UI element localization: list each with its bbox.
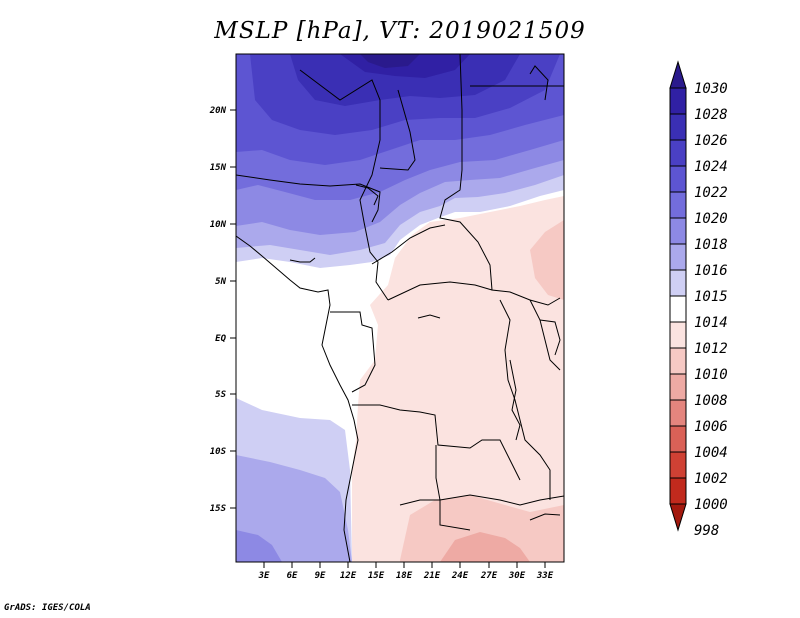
pressure-band-1010-east	[530, 220, 564, 300]
latitude-axis: 20N 15N 10N 5N EQ 5S 10S 15S	[209, 106, 236, 514]
colorbar-swatch	[669, 269, 687, 297]
pressure-band-1026	[290, 54, 520, 106]
colorbar-swatch	[669, 165, 687, 193]
colorbar-label: 998	[694, 523, 719, 539]
map-frame	[235, 53, 565, 563]
colorbar: 1030 1028 1026 1024 1022 1020 1018 1016 1015 1014…	[669, 60, 728, 539]
colorbar-swatch	[669, 191, 687, 219]
colorbar-top-arrow	[669, 60, 687, 89]
longitude-axis: 3E 6E 9E 12E 15E 18E 21E 24E 27E 30E 33E	[258, 562, 554, 581]
colorbar-swatch	[669, 295, 687, 323]
lat-tick-label: 10N	[210, 220, 227, 230]
colorbar-label: 1010	[694, 367, 728, 383]
colorbar-label: 1026	[694, 133, 728, 149]
colorbar-label: 1012	[694, 341, 728, 357]
lat-tick-label: 5S	[215, 390, 226, 400]
colorbar-bottom-arrow	[669, 503, 687, 532]
lat-tick-label: 5N	[215, 277, 226, 287]
colorbar-swatch	[669, 399, 687, 427]
colorbar-label: 1014	[694, 315, 728, 331]
colorbar-swatch	[669, 373, 687, 401]
lon-tick-label: 15E	[368, 571, 385, 581]
lat-tick-label: 20N	[209, 106, 227, 116]
lon-tick-label: 6E	[287, 571, 298, 581]
colorbar-swatch	[669, 425, 687, 453]
lon-tick-label: 21E	[423, 571, 441, 581]
pressure-band-sw-1016	[236, 455, 352, 562]
country-borders	[236, 54, 564, 562]
pressure-band-1012	[352, 196, 564, 562]
pressure-band-1030	[360, 54, 420, 68]
lon-tick-label: 9E	[315, 571, 326, 581]
lon-tick-label: 18E	[396, 571, 413, 581]
colorbar-swatch	[669, 217, 687, 245]
colorbar-swatch	[669, 87, 687, 115]
pressure-field	[236, 54, 564, 562]
colorbar-label: 1002	[694, 471, 728, 487]
colorbar-swatch	[669, 321, 687, 349]
colorbar-label: 1030	[694, 81, 728, 97]
pressure-band-1008	[440, 532, 530, 562]
pressure-band-sw-1018	[236, 530, 282, 562]
colorbar-swatch	[669, 477, 687, 505]
colorbar-label: 1000	[694, 497, 728, 513]
lat-tick-label: 15S	[210, 504, 227, 514]
lat-tick-label: 10S	[210, 447, 227, 457]
colorbar-swatch	[669, 139, 687, 167]
colorbar-swatch	[669, 347, 687, 375]
colorbar-label: 1024	[694, 159, 728, 175]
colorbar-swatch	[669, 451, 687, 479]
colorbar-label: 1006	[694, 419, 728, 435]
credit-label: GrADS: IGES/COLA	[4, 603, 91, 613]
colorbar-label: 1028	[694, 107, 728, 123]
map-title: MSLP [hPa], VT: 2019021509	[214, 18, 586, 44]
colorbar-label: 1016	[694, 263, 728, 279]
pressure-band-1010-south	[400, 495, 564, 562]
lat-tick-label: 15N	[210, 163, 227, 173]
colorbar-label: 1008	[694, 393, 728, 409]
colorbar-swatch	[669, 113, 687, 141]
lon-tick-label: 30E	[508, 571, 526, 581]
colorbar-label: 1020	[694, 211, 728, 227]
lon-tick-label: 3E	[258, 571, 270, 581]
lon-tick-label: 33E	[536, 571, 554, 581]
lon-tick-label: 12E	[340, 571, 357, 581]
lat-tick-label: EQ	[215, 334, 226, 344]
colorbar-swatch	[669, 243, 687, 271]
colorbar-label: 1022	[694, 185, 728, 201]
lon-tick-label: 24E	[451, 571, 469, 581]
lon-tick-label: 27E	[480, 571, 498, 581]
colorbar-label: 1004	[694, 445, 728, 461]
colorbar-label: 1015	[694, 289, 728, 305]
colorbar-label: 1018	[694, 237, 728, 253]
